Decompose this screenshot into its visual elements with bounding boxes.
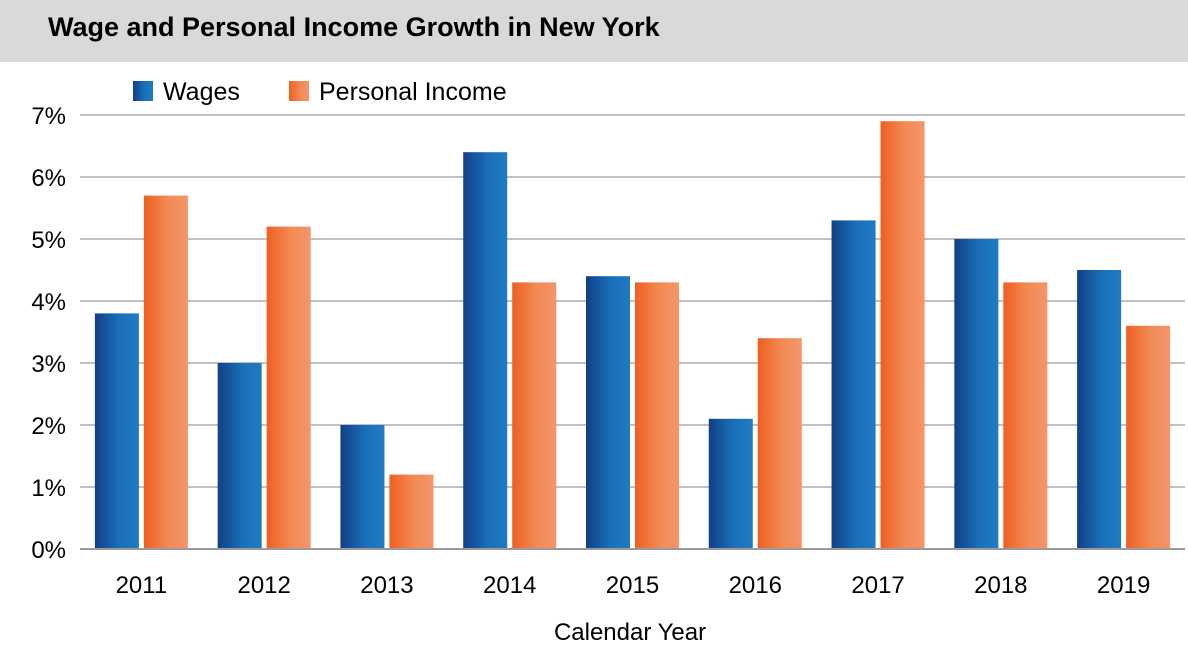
- y-tick-label: 4%: [31, 289, 66, 316]
- x-tick-label: 2018: [974, 572, 1027, 599]
- y-tick-label: 2%: [31, 413, 66, 440]
- bar-personal-income: [389, 474, 434, 549]
- y-tick-label: 6%: [31, 165, 66, 192]
- bar-wages: [217, 363, 262, 549]
- bar-personal-income: [266, 226, 311, 549]
- x-axis-label: Calendar Year: [554, 619, 706, 646]
- bar-wages: [831, 220, 876, 549]
- legend-label: Personal Income: [319, 78, 507, 106]
- x-tick-label: 2015: [606, 572, 659, 599]
- x-tick-label: 2017: [851, 572, 904, 599]
- x-tick-label: 2019: [1097, 572, 1150, 599]
- x-tick-label: 2013: [360, 572, 413, 599]
- bar-wages: [340, 425, 385, 549]
- title-bar: Wage and Personal Income Growth in New Y…: [0, 0, 1188, 62]
- bar-wages: [94, 313, 139, 549]
- bar-personal-income: [635, 282, 679, 549]
- y-tick-label: 5%: [31, 227, 66, 254]
- bar-wages: [1077, 270, 1122, 549]
- bar-personal-income: [512, 282, 557, 549]
- y-tick-label: 7%: [31, 103, 66, 130]
- bar-wages: [708, 418, 753, 549]
- bar-personal-income: [880, 121, 925, 549]
- x-tick-label: 2014: [483, 572, 536, 599]
- legend-label: Wages: [163, 78, 240, 106]
- legend: Wages Personal Income: [133, 78, 507, 106]
- x-tick-label: 2012: [237, 572, 290, 599]
- x-tick-label: 2016: [729, 572, 782, 599]
- x-tick-label: 2011: [116, 572, 168, 599]
- chart-title: Wage and Personal Income Growth in New Y…: [48, 12, 660, 42]
- bar-wages: [954, 239, 999, 549]
- bar-wages: [586, 276, 630, 549]
- y-tick-label: 3%: [31, 351, 66, 378]
- bar-personal-income: [1126, 325, 1171, 549]
- y-tick-label: 1%: [31, 475, 66, 502]
- bar-personal-income: [1003, 282, 1048, 549]
- legend-swatch: [289, 81, 309, 101]
- gridlines: [80, 114, 1185, 488]
- bar-personal-income: [757, 338, 802, 549]
- y-tick-label: 0%: [31, 537, 66, 564]
- bars: [94, 121, 1171, 549]
- axes: 0% 1% 2% 3% 4% 5% 6% 7% 2011 2012 2013 2014 2015 2016…: [31, 103, 1185, 599]
- bar-personal-income: [143, 195, 188, 549]
- legend-swatch: [133, 81, 153, 101]
- bar-wages: [463, 152, 508, 549]
